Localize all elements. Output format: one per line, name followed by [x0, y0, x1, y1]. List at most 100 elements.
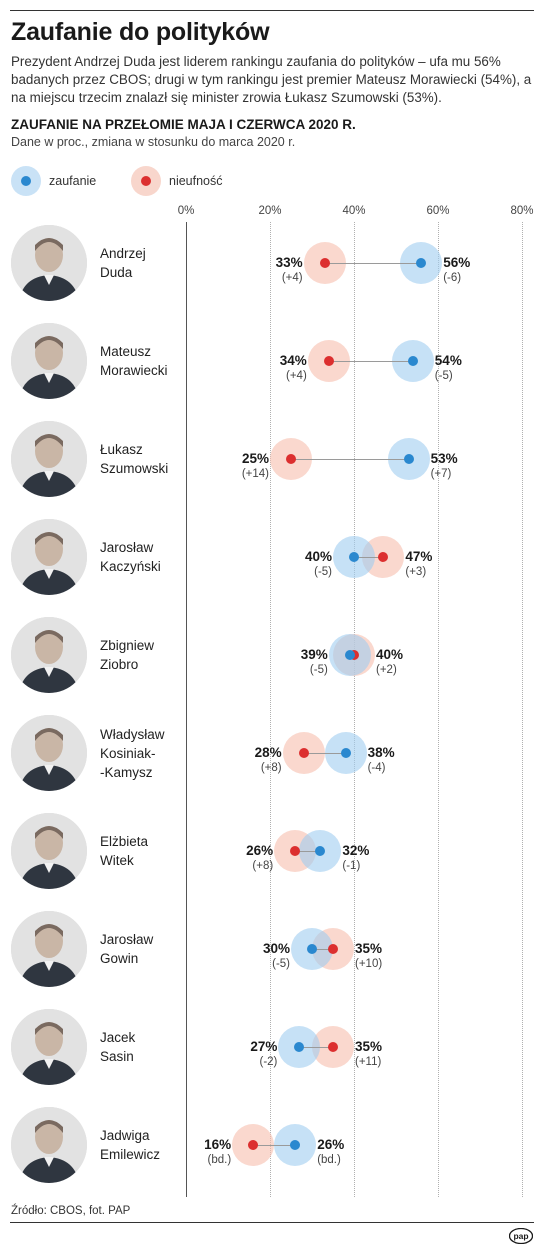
name-line: Mateusz: [100, 344, 152, 359]
x-tick-label: 0%: [177, 205, 195, 217]
change-text: (+7): [430, 468, 452, 480]
value-label-high: 32% (-1): [342, 843, 402, 874]
name-line: Emilewicz: [100, 1147, 161, 1162]
name-line: Jarosław: [100, 540, 154, 555]
name-line: Kosiniak-: [100, 745, 156, 761]
value-text: 53%: [430, 451, 458, 466]
trust-dot: [403, 454, 414, 464]
value-text: 28%: [254, 745, 282, 760]
change-text: (bd.): [207, 1154, 232, 1166]
politician-name: Jarosław Kaczyński: [100, 538, 184, 576]
name-line: Elżbieta: [100, 834, 149, 849]
change-text: (-4): [367, 762, 386, 774]
chart-title: ZAUFANIE NA PRZEŁOMIE MAJA I CZERWCA 202…: [11, 117, 356, 132]
change-text: (+3): [405, 566, 427, 578]
value-label-low: 16% (bd.): [171, 1137, 231, 1168]
trust-dot: [416, 258, 427, 268]
red-dot-icon: [131, 166, 161, 196]
value-text: 47%: [405, 549, 433, 564]
politician-name: Elżbieta Witek: [100, 832, 184, 870]
value-label-high: 56% (-6): [443, 255, 503, 286]
name-line: Władysław: [100, 726, 165, 742]
chart-subtitle: Dane w proc., zmiana w stosunku do marca…: [11, 135, 296, 149]
value-text: 26%: [246, 843, 274, 858]
grid-line: [270, 222, 271, 1197]
name-line: Morawiecki: [100, 363, 168, 378]
value-label-low: 27% (-2): [217, 1039, 277, 1070]
portrait-icon: [11, 323, 87, 399]
trust-dot: [407, 356, 418, 366]
pap-logo: pap: [509, 1228, 533, 1244]
page-title: Zaufanie do polityków: [11, 18, 270, 46]
change-text: (+11): [355, 1056, 382, 1068]
value-label-high: 38% (-4): [368, 745, 428, 776]
politician-name: Jarosław Gowin: [100, 930, 184, 968]
value-label-low: 30% (-5): [230, 941, 290, 972]
name-line: Ziobro: [100, 657, 139, 672]
connector-line: [312, 948, 333, 950]
name-line: Kaczyński: [100, 559, 161, 574]
portrait-icon: [11, 617, 87, 693]
portrait-icon: [11, 225, 87, 301]
value-label-low: 26% (+8): [213, 843, 273, 874]
change-text: (-1): [342, 860, 361, 872]
legend-label-trust: zaufanie: [49, 174, 97, 188]
politician-name: Zbigniew Ziobro: [100, 636, 184, 674]
value-text: 38%: [367, 745, 395, 760]
connector-line: [299, 1046, 333, 1048]
value-text: 40%: [376, 647, 404, 662]
distrust-dot: [286, 454, 296, 464]
value-text: 33%: [275, 255, 303, 270]
distrust-dot: [328, 1042, 338, 1052]
politician-name: Władysław Kosiniak- -Kamysz: [100, 725, 184, 782]
change-text: (-5): [309, 664, 328, 676]
legend-item-distrust: nieufność: [131, 166, 223, 196]
value-label-low: 40% (-5): [272, 549, 332, 580]
name-line: Witek: [100, 853, 134, 868]
change-text: (+8): [260, 762, 282, 774]
x-tick-label: 60%: [426, 205, 450, 217]
name-line: -Kamysz: [100, 764, 153, 780]
name-line: Andrzej: [100, 246, 146, 261]
politician-name: Andrzej Duda: [100, 244, 184, 282]
portrait-icon: [11, 421, 87, 497]
connector-line: [324, 262, 422, 264]
politician-name: Mateusz Morawiecki: [100, 342, 184, 380]
value-text: 35%: [355, 941, 383, 956]
logo-text: pap: [513, 1231, 528, 1241]
name-line: Łukasz: [100, 442, 143, 457]
value-text: 30%: [262, 941, 290, 956]
portrait-icon: [11, 519, 87, 595]
value-label-low: 33% (+4): [243, 255, 303, 286]
legend-item-trust: zaufanie: [11, 166, 96, 196]
change-text: (-6): [443, 272, 462, 284]
x-tick-label: 20%: [258, 205, 282, 217]
grid-line: [522, 222, 523, 1197]
change-text: (+4): [281, 272, 303, 284]
change-text: (-5): [314, 566, 332, 578]
change-text: (+8): [252, 860, 274, 872]
connector-line: [253, 1144, 296, 1146]
politician-name: Jadwiga Emilewicz: [100, 1126, 184, 1164]
value-label-high: 26% (bd.): [317, 1137, 377, 1168]
value-text: 54%: [434, 353, 462, 368]
politician-name: Łukasz Szumowski: [100, 440, 184, 478]
value-label-low: 34% (+4): [247, 353, 307, 384]
lead-text: Prezydent Andrzej Duda jest liderem rank…: [11, 54, 532, 105]
change-text: (+4): [286, 370, 307, 382]
source-note: Źródło: CBOS, fot. PAP: [11, 1205, 131, 1217]
distrust-dot: [248, 1140, 259, 1150]
trust-dot: [294, 1042, 305, 1052]
connector-line: [295, 850, 321, 852]
trust-dot: [349, 552, 359, 562]
portrait-icon: [11, 813, 87, 889]
distrust-dot: [328, 944, 338, 954]
distrust-dot: [323, 356, 334, 366]
value-text: 26%: [317, 1137, 345, 1152]
value-text: 56%: [443, 255, 471, 270]
distrust-dot: [290, 846, 301, 856]
portrait-icon: [11, 1009, 87, 1085]
trust-dot: [344, 650, 355, 660]
value-label-low: 39% (-5): [268, 647, 328, 678]
name-line: Duda: [100, 265, 133, 280]
